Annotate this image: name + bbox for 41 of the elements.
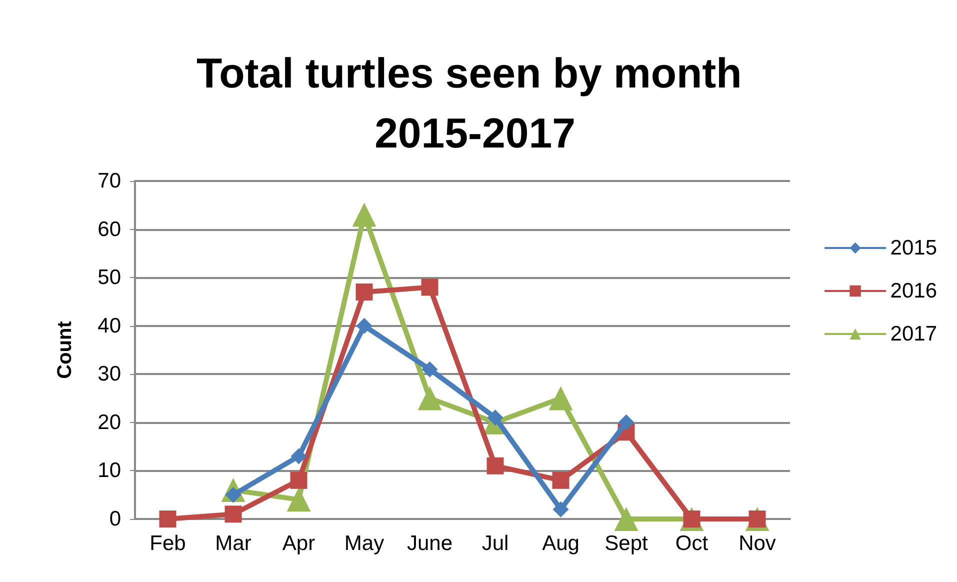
x-tick-label: Aug — [542, 532, 580, 555]
point — [552, 501, 569, 518]
y-tick-label: 30 — [98, 362, 121, 386]
point — [290, 472, 308, 489]
x-tick-label: June — [406, 532, 453, 555]
point — [290, 448, 307, 464]
legend-label: 2015 — [890, 236, 937, 260]
y-tick-label: 40 — [98, 314, 121, 338]
point — [548, 386, 573, 410]
x-tick-label: Mar — [215, 532, 252, 555]
point — [418, 386, 442, 410]
y-axis-title: Count — [54, 320, 76, 379]
y-tick-label: 20 — [98, 410, 121, 434]
x-tick-label: May — [344, 532, 385, 555]
point — [286, 488, 311, 512]
point — [487, 410, 504, 426]
x-tick-label: Oct — [675, 532, 708, 555]
point — [356, 284, 373, 301]
point — [486, 457, 504, 474]
chart-title: Total turtles seen by month 2015-2017 — [196, 50, 754, 156]
y-tick-label: 60 — [98, 218, 121, 241]
point — [159, 510, 176, 528]
x-tick-label: Nov — [738, 532, 776, 555]
point — [618, 414, 634, 430]
point — [422, 361, 438, 378]
y-tick-label: 50 — [98, 266, 121, 290]
y-tick-label: 10 — [98, 459, 121, 482]
x-tick-label: Sept — [604, 532, 648, 555]
point — [552, 472, 570, 489]
x-tick-label: Feb — [150, 532, 186, 555]
point — [614, 507, 638, 531]
point — [421, 278, 438, 296]
y-tick-label: 70 — [98, 170, 121, 192]
point — [224, 506, 242, 523]
x-tick-label: Jul — [482, 532, 509, 555]
point — [356, 318, 372, 334]
y-tick-label: 0 — [109, 508, 121, 530]
point — [352, 202, 376, 227]
legend-label: 2017 — [890, 322, 937, 346]
x-tick-label: Apr — [282, 532, 316, 555]
legend-label: 2016 — [890, 280, 937, 302]
